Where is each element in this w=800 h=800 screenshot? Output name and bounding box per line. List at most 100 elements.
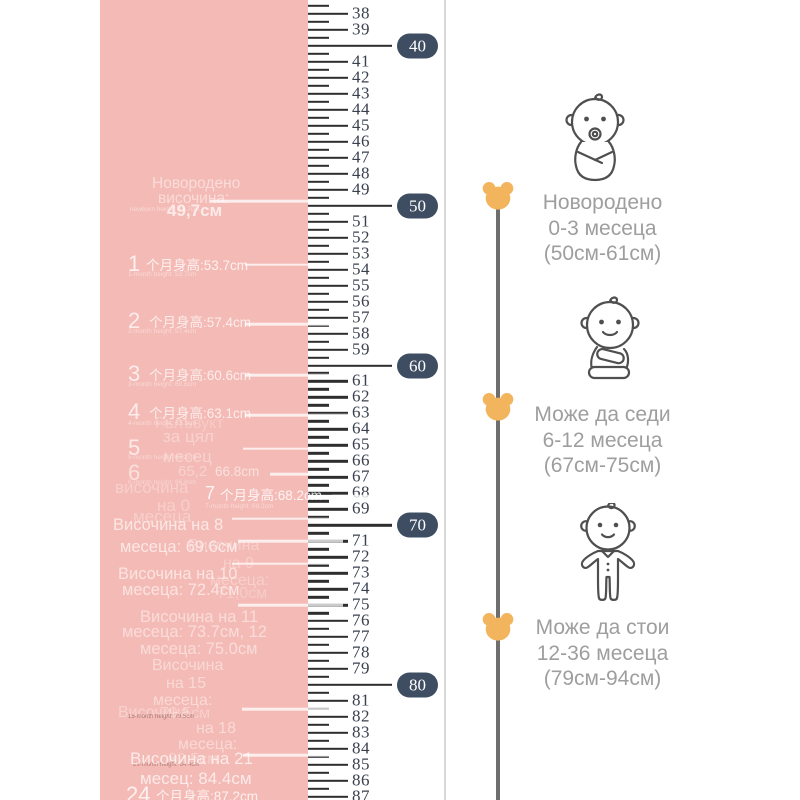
panel-text: 个月身高:53.7cm (146, 258, 249, 273)
panel-text: 4-month height: 63.1cm (128, 420, 197, 427)
ruler-number: 86 (352, 770, 370, 790)
panel-text: Височина (118, 704, 190, 721)
ruler-decade-tick (308, 204, 392, 207)
ruler-tick (308, 587, 348, 591)
ruler-half-tick (308, 372, 329, 375)
ruler-tick (308, 172, 348, 175)
panel-text: 个月身高:63.1cm (149, 406, 252, 421)
ruler-half-tick (308, 4, 329, 8)
ruler-tick (308, 699, 348, 703)
panel-text: 7-month height: 68.2cm (205, 503, 274, 510)
ruler-half-tick (308, 292, 329, 295)
ruler-half-tick (308, 84, 329, 88)
panel-text: Височина на 11 (140, 608, 259, 626)
ruler-number: 54 (352, 259, 370, 279)
ruler-number: 55 (352, 275, 370, 295)
ruler-badge: 80 (397, 672, 438, 698)
ruler-half-tick (308, 308, 329, 311)
ruler-number: 69 (352, 498, 370, 518)
ruler-tick (308, 92, 348, 96)
ruler-half-tick (308, 659, 329, 663)
ruler-tick (308, 220, 348, 223)
ruler-number: 47 (352, 147, 370, 167)
ruler-half-tick (308, 436, 329, 439)
milestone-title: Може да седи (534, 403, 671, 426)
ruler-tick (308, 236, 348, 239)
ruler-number: 87 (352, 786, 370, 800)
ruler-half-tick (308, 324, 329, 327)
ruler-tick (308, 300, 348, 303)
ruler-tick (308, 12, 348, 16)
ruler-tick (308, 763, 348, 767)
ruler-tick (308, 412, 348, 415)
height-connector-line (243, 753, 352, 757)
panel-text: месеца: 75.0см (140, 640, 258, 658)
ruler-tick (308, 428, 348, 431)
ruler-tick (308, 140, 348, 144)
ruler-tick (308, 76, 348, 80)
height-connector-line (238, 539, 343, 543)
panel-text: месеца: 73.7см, 12 (122, 623, 267, 641)
standing-baby-icon (558, 503, 658, 605)
bear-marker-icon (481, 391, 515, 423)
ruler-number: 39 (352, 19, 370, 39)
ruler-number: 43 (352, 83, 370, 103)
ruler-number: 82 (352, 706, 370, 726)
ruler-decade-tick (308, 683, 392, 687)
newborn-baby-icon (540, 86, 650, 182)
ruler-half-tick (308, 404, 329, 407)
panel-text: 71,0см (217, 585, 268, 602)
ruler-tick (308, 188, 348, 191)
panel-text: 2-month height: 57.4cm (128, 328, 197, 335)
panel-text: 1-month height: 53.7cm (128, 271, 197, 278)
panel-text: 5 (128, 435, 141, 460)
ruler-half-tick (308, 276, 329, 279)
panel-text: височина (115, 478, 189, 497)
milestone-range: (67см-75см) (543, 454, 662, 477)
ruler-tick (308, 571, 348, 575)
height-connector-line (245, 263, 352, 267)
panel-text: 6 (128, 460, 141, 485)
ruler-number: 46 (352, 131, 370, 151)
ruler-number: 65 (352, 434, 370, 454)
ruler-tick (308, 460, 348, 463)
ruler-number: 44 (352, 99, 370, 119)
ruler-half-tick (308, 739, 329, 743)
panel-text: на 0 (157, 496, 191, 515)
ruler-decade-tick (308, 44, 392, 48)
ruler-tick (308, 28, 348, 32)
ruler-half-tick (308, 468, 329, 471)
ruler-number: 62 (352, 387, 370, 407)
panel-text: 49,7см (167, 201, 223, 220)
milestone-text-standing: Може да стои 12-36 месеца (79см-94см) (500, 615, 705, 692)
ruler-tick (308, 268, 348, 271)
panel-text: Височина на 10 (118, 565, 238, 583)
ruler-decade-tick (308, 364, 392, 367)
panel-text: 个月身高:60.6cm (149, 368, 252, 383)
ruler-tick (308, 380, 348, 383)
ruler-half-tick (308, 755, 329, 759)
height-connector-line (332, 495, 397, 498)
ruler-tick (308, 476, 348, 479)
height-connector-line (242, 707, 352, 711)
height-connector-line (245, 373, 352, 377)
ruler-tick (308, 332, 348, 335)
ruler-number: 53 (352, 243, 370, 263)
ruler-number: 75 (352, 594, 370, 614)
ruler-number: 76 (352, 610, 370, 630)
ruler-number: 42 (352, 67, 370, 87)
milestone-timeline-line (496, 197, 500, 800)
ruler-tick (308, 492, 348, 495)
ruler-number: 45 (352, 115, 370, 135)
panel-text: 1 (128, 251, 141, 276)
ruler-tick (308, 619, 348, 623)
milestone-age: 12-36 месеца (536, 641, 669, 665)
ruler-half-tick (308, 548, 329, 551)
milestone-text-newborn: Новородено 0-3 месеца (50см-61см) (500, 190, 705, 267)
ruler-number: 84 (352, 738, 370, 758)
ruler-tick (308, 508, 348, 511)
panel-text: 82,5см (168, 751, 219, 768)
panel-text: Височина на 21 (130, 749, 254, 768)
panel-text: 24 (126, 782, 151, 800)
milestone-title: Новородено (542, 191, 663, 214)
